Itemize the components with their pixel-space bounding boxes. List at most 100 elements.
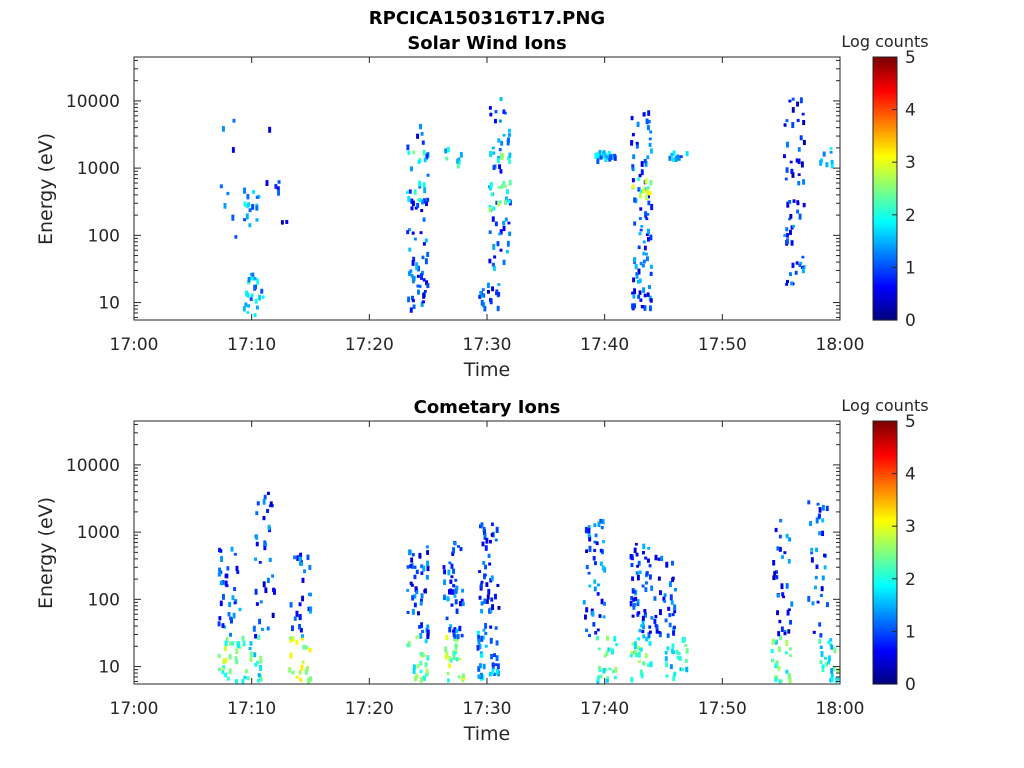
count-cell	[241, 635, 245, 642]
count-cell	[425, 153, 429, 160]
colorbar-step	[873, 447, 897, 451]
y-tick-label: 10	[98, 294, 120, 314]
count-cell	[646, 256, 649, 262]
count-cell	[795, 158, 799, 163]
colorbar-step	[873, 236, 897, 240]
count-cell	[639, 228, 643, 232]
count-cell	[632, 605, 636, 610]
count-cell	[663, 600, 667, 603]
colorbar-tick-label: 0	[905, 675, 916, 695]
colorbar-step	[873, 267, 897, 271]
colorbar-step	[873, 429, 897, 433]
count-cell	[248, 208, 252, 213]
colorbar-step	[873, 173, 897, 176]
colorbar-step	[873, 659, 897, 663]
colorbar-step	[873, 295, 897, 299]
count-cell	[412, 275, 416, 281]
count-cell	[681, 637, 685, 643]
count-cell	[672, 630, 676, 636]
colorbar-step	[873, 195, 897, 198]
count-cell	[482, 635, 485, 640]
colorbar-step	[873, 622, 897, 626]
colorbar-step	[873, 216, 897, 220]
count-cell	[643, 159, 647, 164]
count-cell	[639, 647, 643, 652]
count-cell	[416, 284, 420, 288]
count-cell	[786, 279, 789, 284]
colorbar-step	[873, 298, 897, 301]
count-cell	[410, 198, 414, 204]
count-cell	[778, 619, 782, 624]
colorbar-step	[873, 72, 897, 76]
count-cell	[479, 672, 483, 679]
count-cell	[422, 182, 426, 188]
count-cell	[657, 631, 661, 634]
count-cell	[802, 120, 806, 126]
count-cell	[225, 637, 229, 643]
colorbar-step	[873, 258, 897, 262]
count-cell	[418, 284, 422, 288]
count-cell	[645, 233, 649, 237]
count-cell	[818, 622, 822, 627]
count-cell	[456, 162, 460, 169]
count-cell	[796, 202, 800, 206]
count-cell	[637, 187, 641, 190]
colorbar-step	[873, 423, 897, 426]
count-cell	[679, 667, 683, 671]
colorbar-step	[873, 449, 897, 453]
count-cell	[491, 662, 495, 668]
count-cell	[660, 555, 664, 562]
count-cell	[796, 118, 800, 123]
count-cell	[477, 666, 481, 672]
count-cell	[426, 629, 430, 636]
count-cell	[422, 676, 425, 681]
count-cell	[262, 515, 266, 521]
count-cell	[493, 653, 497, 658]
colorbar-step	[873, 491, 897, 494]
count-cell	[786, 141, 789, 148]
count-cell	[224, 640, 228, 646]
count-cell	[235, 679, 238, 685]
count-cell	[815, 547, 819, 553]
count-cell	[419, 661, 423, 666]
count-cell	[790, 601, 794, 607]
count-cell	[633, 288, 637, 294]
count-cell	[613, 155, 617, 161]
count-cell	[243, 675, 247, 680]
count-cell	[649, 271, 653, 276]
count-cell	[266, 508, 270, 513]
count-cell	[299, 677, 303, 682]
count-cell	[637, 645, 641, 651]
count-cell	[601, 519, 605, 525]
count-cell	[823, 565, 827, 570]
count-cell	[591, 611, 595, 617]
count-cell	[487, 290, 490, 294]
count-cell	[487, 588, 491, 595]
count-cell	[271, 612, 275, 618]
count-cell	[415, 635, 419, 640]
colorbar-step	[873, 554, 897, 558]
count-cell	[218, 667, 221, 672]
count-cell	[654, 554, 658, 561]
x-tick-label: 17:40	[580, 335, 629, 355]
count-cell	[613, 675, 617, 680]
count-cell	[774, 527, 778, 533]
colorbar-step	[873, 438, 897, 442]
count-cell	[647, 125, 650, 131]
colorbar-step	[873, 572, 897, 576]
count-cell	[219, 184, 223, 189]
count-cell	[508, 128, 511, 133]
count-cell	[489, 578, 493, 583]
count-cell	[267, 491, 270, 496]
count-cell	[673, 604, 677, 611]
colorbar-tick-label: 2	[905, 206, 916, 226]
count-cell	[293, 555, 297, 560]
colorbar-step	[873, 421, 897, 424]
count-cell	[655, 628, 659, 634]
count-cell	[647, 632, 651, 639]
colorbar-step	[873, 199, 897, 203]
colorbar-step	[873, 170, 897, 174]
count-cell	[408, 549, 412, 556]
count-cell	[491, 286, 495, 292]
count-cell	[233, 601, 237, 605]
